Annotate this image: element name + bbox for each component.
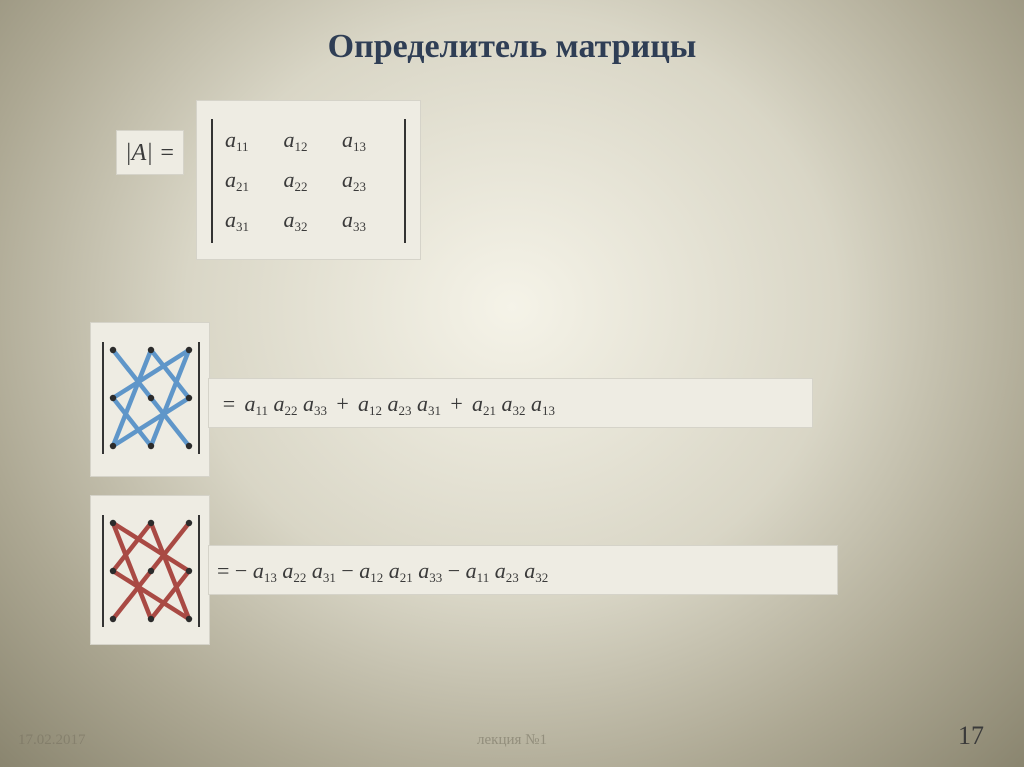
a: a — [342, 207, 353, 232]
slide-title: Определитель матрицы — [0, 28, 1024, 66]
sub: 12 — [370, 570, 383, 585]
term: a11 a23 a32 — [466, 558, 549, 583]
a: a — [225, 207, 236, 232]
a: a — [519, 558, 536, 583]
a: a — [268, 391, 285, 416]
page-number: 17 — [958, 721, 984, 751]
minus: − — [448, 558, 466, 583]
sub: 11 — [256, 403, 269, 418]
sub: 31 — [236, 219, 249, 234]
a: a — [284, 207, 295, 232]
sarrus-negative-icon — [101, 511, 201, 636]
matrix-box: a11 a12 a13 a21 a22 a23 a31 a32 a33 — [196, 100, 421, 260]
sub: 22 — [293, 570, 306, 585]
a: a — [412, 391, 429, 416]
a: a — [298, 391, 315, 416]
sub: 12 — [369, 403, 382, 418]
sub: 31 — [428, 403, 441, 418]
a: a — [496, 391, 513, 416]
sub: 33 — [353, 219, 366, 234]
a: a — [284, 127, 295, 152]
matrix-bar-left — [211, 119, 213, 243]
term: a13 a22 a31 — [253, 558, 336, 583]
sub: 22 — [285, 403, 298, 418]
equals: = — [219, 379, 239, 429]
sub: 12 — [295, 139, 308, 154]
matrix-cell: a32 — [284, 207, 334, 235]
matrix-cell: a23 — [342, 167, 392, 195]
a: a — [526, 391, 543, 416]
matrix-cell: a21 — [225, 167, 275, 195]
matrix-row: a11 a12 a13 — [225, 121, 392, 161]
a: a — [472, 391, 483, 416]
expansion-negative: = − a13 a22 a31 − a12 a21 a33 − a11 a23 … — [208, 545, 838, 595]
a: a — [342, 167, 353, 192]
a: a — [383, 558, 400, 583]
sub: 23 — [399, 403, 412, 418]
plus: + — [447, 379, 467, 429]
a: a — [382, 391, 399, 416]
sub: 33 — [314, 403, 327, 418]
matrix-row: a31 a32 a33 — [225, 201, 392, 241]
a: a — [358, 391, 369, 416]
sarrus-positive-icon — [101, 338, 201, 463]
matrix: a11 a12 a13 a21 a22 a23 a31 a32 a33 — [211, 119, 406, 243]
sub: 13 — [542, 403, 555, 418]
a: a — [245, 391, 256, 416]
sub: 11 — [477, 570, 490, 585]
sub: 13 — [353, 139, 366, 154]
sub: 13 — [264, 570, 277, 585]
footer-lecture: лекция №1 — [0, 732, 1024, 749]
sarrus-positive-box — [90, 322, 210, 477]
sub: 23 — [353, 179, 366, 194]
equals-minus: = − — [217, 558, 253, 583]
a: a — [489, 558, 506, 583]
matrix-cell: a13 — [342, 127, 392, 155]
matrix-cell: a12 — [284, 127, 334, 155]
sarrus-negative-box — [90, 495, 210, 645]
a: a — [466, 558, 477, 583]
sub: 21 — [483, 403, 496, 418]
term: a12 a23 a31 — [358, 391, 441, 416]
a: a — [284, 167, 295, 192]
det-a-label: |A| = — [116, 130, 184, 175]
sub: 23 — [506, 570, 519, 585]
minus: − — [341, 558, 359, 583]
matrix-cell: a11 — [225, 127, 275, 155]
a: a — [253, 558, 264, 583]
matrix-bar-right — [404, 119, 406, 243]
plus: + — [333, 379, 353, 429]
sub: 31 — [323, 570, 336, 585]
a: a — [306, 558, 323, 583]
sub: 32 — [295, 219, 308, 234]
term: a21 a32 a13 — [472, 391, 555, 416]
sub: 21 — [400, 570, 413, 585]
sub: 11 — [236, 139, 249, 154]
a: a — [225, 127, 236, 152]
sub: 21 — [236, 179, 249, 194]
term: a12 a21 a33 — [359, 558, 442, 583]
sub: 22 — [295, 179, 308, 194]
matrix-cell: a33 — [342, 207, 392, 235]
expansion-positive: = a11 a22 a33 + a12 a23 a31 + a21 a32 a1… — [208, 378, 813, 428]
slide: Определитель матрицы |A| = a11 a12 a13 a… — [0, 0, 1024, 767]
matrix-cell: a31 — [225, 207, 275, 235]
a: a — [359, 558, 370, 583]
sub: 32 — [513, 403, 526, 418]
matrix-row: a21 a22 a23 — [225, 161, 392, 201]
sub: 33 — [429, 570, 442, 585]
matrix-cell: a22 — [284, 167, 334, 195]
a: a — [225, 167, 236, 192]
a: a — [277, 558, 294, 583]
a: a — [413, 558, 430, 583]
sub: 32 — [535, 570, 548, 585]
a: a — [342, 127, 353, 152]
term: a11 a22 a33 — [245, 391, 328, 416]
